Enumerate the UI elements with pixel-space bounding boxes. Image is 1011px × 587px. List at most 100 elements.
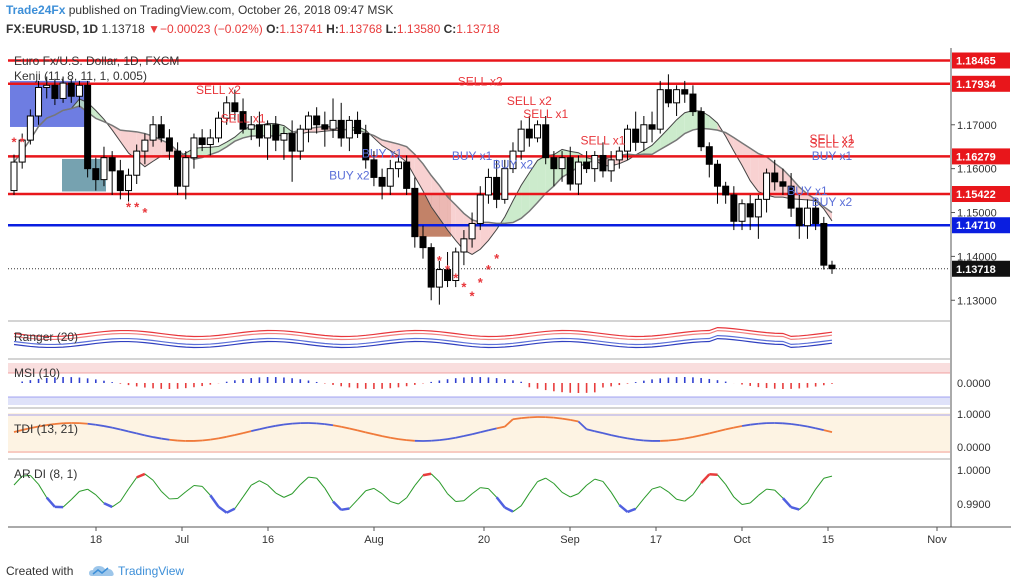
- candle-body: [386, 168, 394, 187]
- candle-body: [583, 161, 591, 170]
- kenji-band-fill: [643, 145, 653, 155]
- candle-body: [607, 159, 615, 172]
- tdi-line-segment: [161, 437, 170, 441]
- candle-body: [198, 137, 206, 146]
- ardi-line-segment: [291, 484, 301, 495]
- level-price-tag: [952, 217, 1010, 234]
- candle-body: [337, 119, 345, 139]
- signal-star-marker: *: [437, 253, 443, 268]
- signal-star-marker: *: [126, 200, 132, 215]
- ardi-line-segment: [561, 491, 571, 498]
- tradingview-brand[interactable]: TradingView: [118, 564, 185, 578]
- ardi-line-segment: [684, 494, 694, 502]
- tdi-line-segment: [635, 438, 644, 442]
- signal-star-marker: *: [445, 262, 451, 277]
- candle-body: [435, 269, 443, 288]
- ardi-line-segment: [29, 475, 39, 485]
- ardi-line-segment: [217, 505, 228, 514]
- candle-body: [681, 89, 689, 95]
- tdi-line-segment: [275, 423, 285, 427]
- ardi-line-segment: [545, 477, 555, 484]
- ardi-line-segment: [283, 493, 293, 498]
- candle-body: [771, 172, 779, 183]
- kenji-band-fill: [120, 130, 129, 154]
- signal-label: BUY x1: [362, 147, 403, 161]
- candle-body: [239, 111, 247, 130]
- tdi-line-segment: [463, 433, 473, 437]
- ardi-line-segment: [398, 497, 407, 505]
- tdi-line-segment: [128, 430, 137, 435]
- kenji-band-fill: [153, 136, 162, 162]
- kenji-band-fill: [676, 112, 685, 140]
- tdi-line-segment: [54, 422, 64, 425]
- candle-body: [321, 124, 329, 130]
- candle-body: [255, 124, 263, 139]
- level-price-label: 1.16279: [956, 151, 996, 163]
- candle-body: [43, 84, 51, 88]
- indicator-label: Kenji (11, 8, 11, 1, 0.005): [14, 69, 147, 83]
- ardi-line-segment: [455, 500, 464, 503]
- signal-label: BUY x2: [812, 195, 853, 209]
- tdi-line-segment: [210, 437, 219, 441]
- ardi-line-segment: [316, 477, 326, 489]
- kenji-band-fill: [537, 155, 546, 203]
- kenji-band-fill: [218, 142, 227, 152]
- tdi-line-segment: [21, 427, 31, 431]
- signal-star-marker: *: [20, 135, 26, 150]
- tdi-line-segment: [815, 427, 825, 431]
- candle-body: [264, 124, 272, 139]
- tdi-line-segment: [357, 429, 366, 434]
- ardi-line-segment: [95, 494, 105, 504]
- kenji-band-fill: [742, 142, 751, 181]
- candle-body: [149, 124, 157, 141]
- msi-panel-label: MSI (10): [14, 366, 60, 380]
- kenji-band-fill: [750, 148, 759, 192]
- ardi-line-segment: [618, 504, 629, 513]
- tdi-line-segment: [292, 422, 301, 425]
- symbol-label[interactable]: FX:EURUSD, 1D: [6, 22, 99, 36]
- ardi-line-segment: [520, 492, 530, 507]
- ardi-line-segment: [111, 500, 121, 508]
- tdi-line-segment: [431, 439, 440, 442]
- x-tick-label: Oct: [733, 534, 750, 546]
- kenji-band-fill: [529, 160, 538, 212]
- tdi-line-segment: [79, 422, 88, 425]
- level-price-label: 1.18465: [956, 56, 996, 68]
- candle-body: [803, 207, 811, 227]
- signal-label: SELL x1: [221, 112, 266, 126]
- ardi-line-segment: [553, 483, 563, 493]
- signal-star-marker: *: [453, 271, 459, 286]
- candle-body: [403, 161, 411, 189]
- tdi-line-segment: [259, 426, 268, 431]
- tdi-line-segment: [169, 438, 178, 442]
- ardi-line-segment: [357, 490, 367, 501]
- ardi-line-segment: [578, 484, 587, 494]
- signal-star-marker: *: [486, 262, 492, 277]
- x-tick-label: Aug: [364, 534, 384, 546]
- tdi-line-segment: [406, 439, 415, 442]
- level-price-label: 1.17934: [956, 79, 997, 91]
- tdi-panel-label: TDI (13, 21): [14, 422, 78, 436]
- signal-star-marker: *: [11, 135, 17, 150]
- tdi-line-segment: [136, 432, 146, 437]
- publisher-name[interactable]: Trade24Fx: [6, 3, 66, 17]
- ardi-line-segment: [668, 491, 677, 500]
- tdi-line-segment: [144, 434, 154, 438]
- close-label: C:: [443, 22, 457, 36]
- candle-body: [206, 137, 214, 146]
- tdi-line-segment: [504, 418, 514, 428]
- signal-star-marker: *: [134, 200, 140, 215]
- kenji-band-fill: [226, 137, 235, 147]
- candle-body: [296, 128, 304, 152]
- ardi-line-segment: [692, 482, 702, 495]
- candle-body: [795, 207, 803, 227]
- tdi-line-segment: [619, 435, 628, 440]
- ardi-line-segment: [790, 505, 800, 511]
- tdi-line-segment: [741, 423, 751, 427]
- ardi-line-segment: [259, 480, 268, 486]
- candle-body: [51, 84, 59, 99]
- ardi-line-segment: [766, 488, 775, 491]
- candle-body: [427, 247, 435, 288]
- last-price: 1.13718: [101, 22, 145, 36]
